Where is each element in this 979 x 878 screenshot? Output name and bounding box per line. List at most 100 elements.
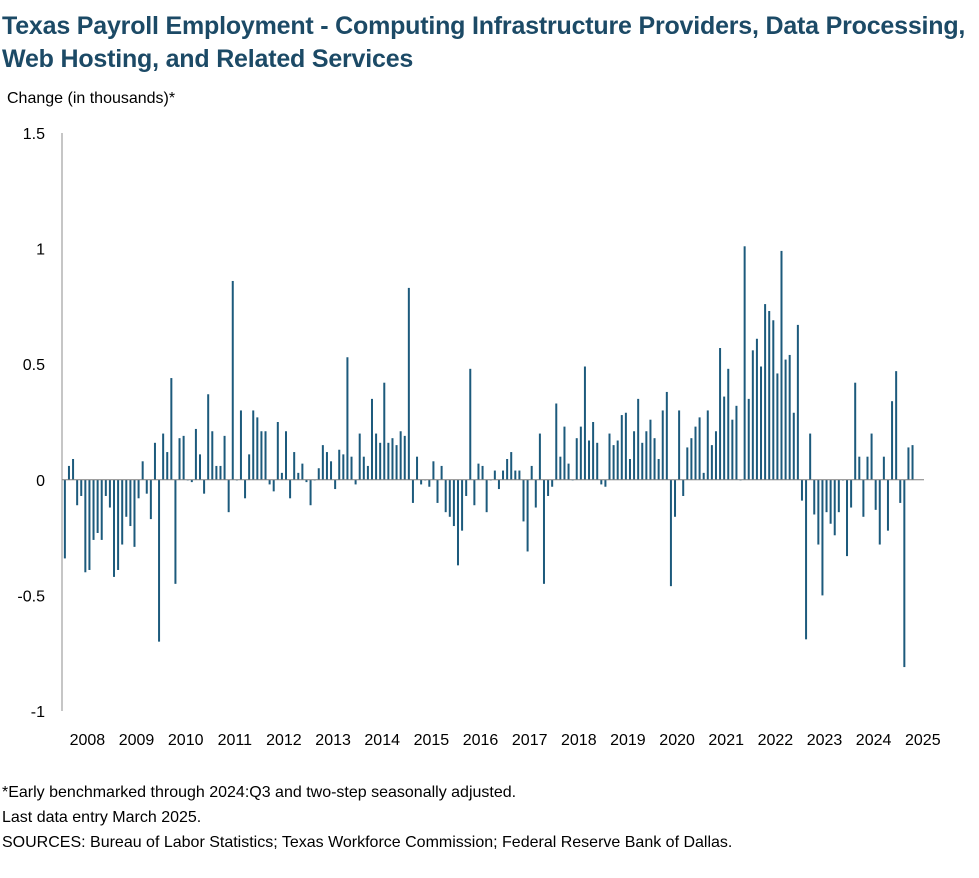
y-tick-label: 0.5 [23, 357, 45, 374]
bar [403, 435, 406, 480]
x-tick-label: 2008 [70, 732, 106, 749]
bar [747, 398, 750, 480]
x-tick-label: 2012 [266, 732, 302, 749]
bar [223, 435, 226, 480]
bar [547, 479, 550, 496]
bar [661, 410, 664, 480]
bar [113, 479, 116, 577]
bar [362, 456, 365, 480]
bar [92, 479, 95, 540]
bar [420, 479, 423, 485]
bar [481, 465, 484, 480]
bar [166, 452, 169, 480]
bar [870, 433, 873, 480]
bar [264, 431, 267, 480]
bar [911, 445, 914, 480]
bar [530, 465, 533, 480]
bar [133, 479, 136, 547]
bar [751, 350, 754, 480]
bar [411, 479, 414, 503]
bar [366, 465, 369, 480]
bar [743, 246, 746, 480]
bar [145, 479, 148, 494]
bar [248, 454, 251, 480]
bar [170, 378, 173, 480]
bar [886, 479, 889, 531]
bar [702, 472, 705, 480]
x-tick-label: 2023 [807, 732, 843, 749]
bar [358, 433, 361, 480]
bar [624, 412, 627, 480]
y-tick-label: 0 [36, 473, 45, 490]
bar [162, 433, 165, 480]
bar [522, 479, 525, 522]
bar [452, 479, 455, 527]
bar [260, 431, 263, 480]
bar [76, 479, 79, 506]
bar [280, 472, 283, 480]
bar [907, 447, 910, 480]
bar [215, 465, 218, 480]
bar [72, 458, 75, 480]
bar [194, 428, 197, 480]
bar [821, 479, 824, 596]
bar [874, 479, 877, 510]
y-tick-label: 1 [36, 242, 45, 259]
bars [63, 246, 914, 668]
bar [563, 426, 566, 480]
bar [723, 396, 726, 480]
bar [272, 479, 275, 492]
bar [600, 479, 603, 485]
bar [514, 470, 517, 480]
bar [317, 468, 320, 480]
bar [714, 431, 717, 480]
bar [174, 479, 177, 584]
bar [252, 410, 255, 480]
x-tick-label: 2021 [708, 732, 744, 749]
bar [137, 479, 140, 499]
bar [800, 479, 803, 501]
x-tick-label: 2020 [659, 732, 695, 749]
bar [129, 479, 132, 527]
y-tick-label: 1.5 [23, 126, 45, 143]
bar [506, 458, 509, 480]
bar [407, 287, 410, 480]
bar [678, 410, 681, 480]
bar [649, 419, 652, 480]
bar [825, 479, 828, 513]
bar [645, 431, 648, 480]
bar [620, 415, 623, 480]
bar [276, 422, 279, 480]
bar [616, 440, 619, 480]
bar [342, 454, 345, 480]
bar [657, 458, 660, 480]
x-tick-label: 2014 [364, 732, 400, 749]
bar [772, 320, 775, 480]
bar [837, 479, 840, 513]
bar [297, 472, 300, 480]
bar [510, 452, 513, 480]
bar [805, 479, 808, 640]
bar [788, 354, 791, 480]
x-tick-label: 2024 [856, 732, 892, 749]
bar [67, 465, 70, 480]
bar [239, 410, 242, 480]
bar [833, 479, 836, 536]
bar [456, 479, 459, 566]
bar [878, 479, 881, 545]
note-benchmark: *Early benchmarked through 2024:Q3 and t… [2, 784, 517, 801]
x-axis: 2008 2009 2010 2011 2012 2013 2014 2015 2016 2017… [62, 479, 941, 749]
bar [309, 479, 312, 506]
x-tick-label: 2025 [905, 732, 941, 749]
bar [416, 456, 419, 480]
bar [731, 419, 734, 480]
bar [121, 479, 124, 545]
bar [809, 433, 812, 480]
bar [784, 359, 787, 480]
bar [141, 461, 144, 480]
bar [698, 417, 701, 480]
bar [903, 479, 906, 668]
bar [436, 479, 439, 503]
bar [461, 479, 464, 531]
bar [399, 431, 402, 480]
